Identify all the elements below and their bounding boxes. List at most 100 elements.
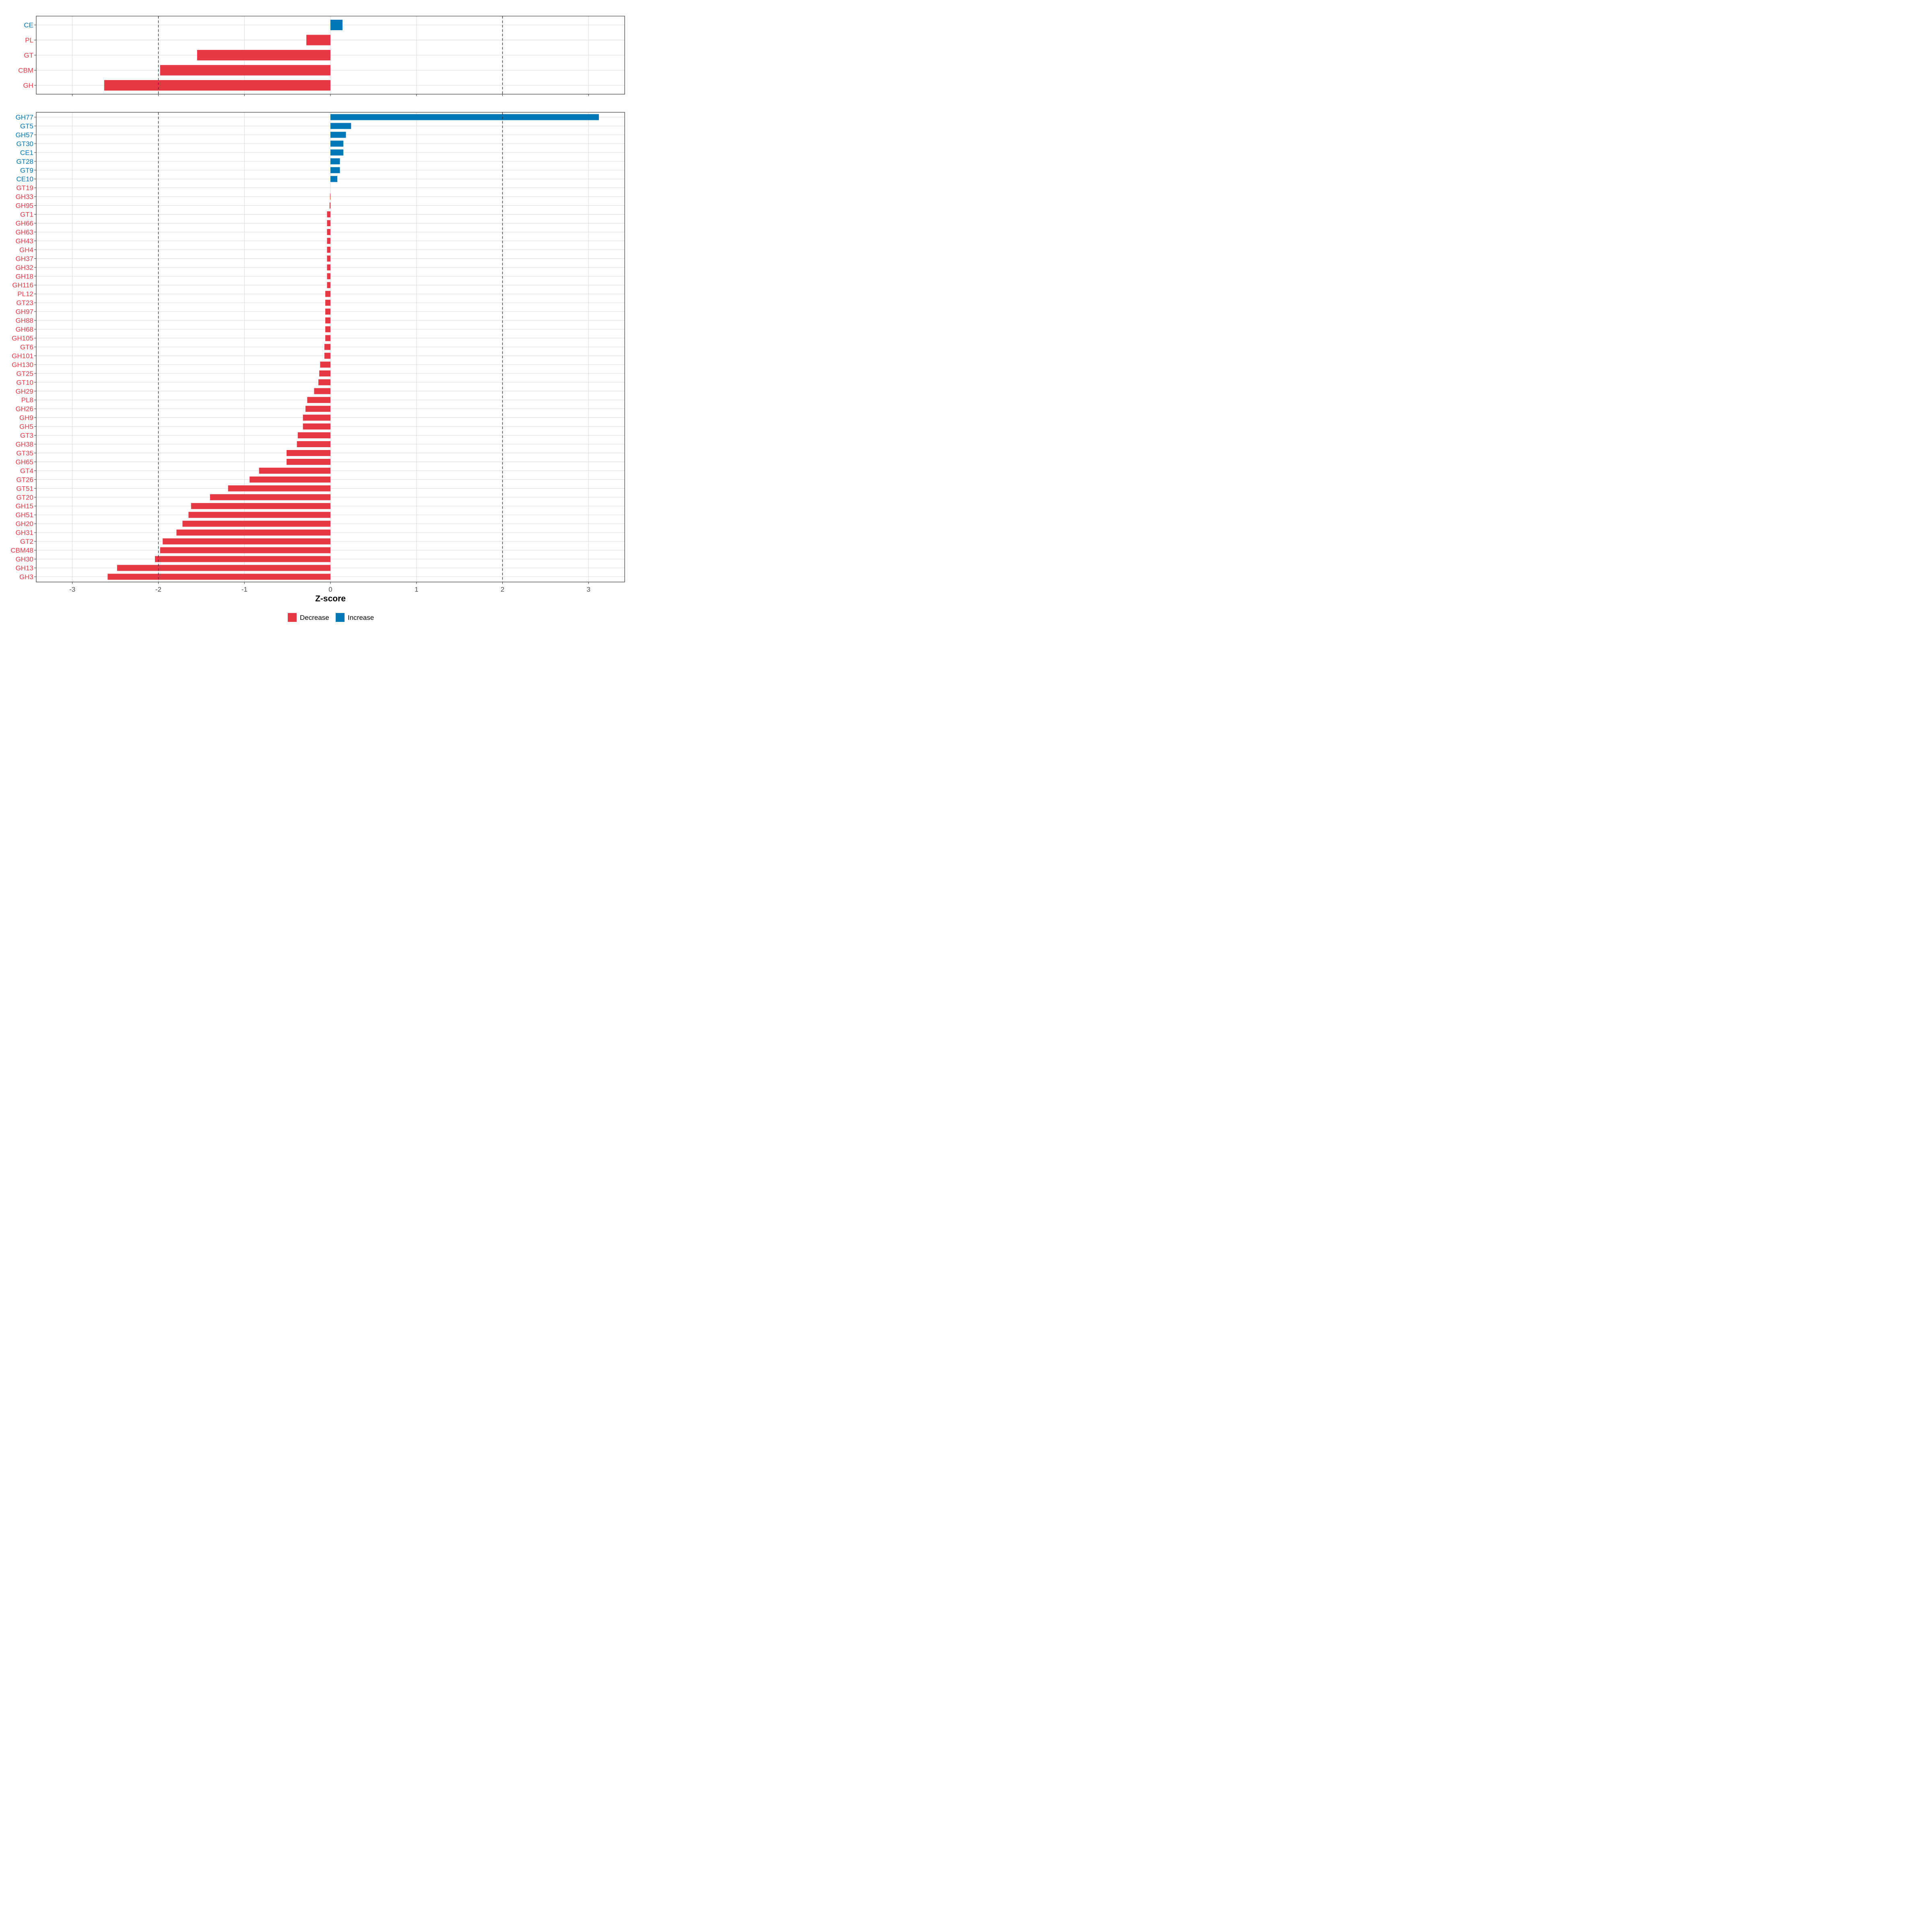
ytick-label-gh31: GH31 [16, 529, 33, 537]
bar-gt3 [298, 432, 330, 438]
bar-gt1 [327, 211, 330, 217]
ytick-label-gh130: GH130 [12, 361, 33, 369]
bar-pl [306, 35, 330, 45]
ytick-label-gt: GT [24, 52, 33, 59]
ytick-label-gh57: GH57 [16, 131, 33, 139]
ytick-label-gt25: GT25 [16, 370, 33, 378]
ytick-label-gh18: GH18 [16, 272, 33, 280]
ytick-label-gh105: GH105 [12, 334, 33, 342]
ytick-label-gt4: GT4 [20, 467, 33, 475]
ytick-label-pl8: PL8 [21, 396, 33, 404]
bar-gh77 [330, 114, 599, 120]
ytick-label-gh32: GH32 [16, 264, 33, 271]
ytick-label-gh51: GH51 [16, 511, 33, 519]
ytick-label-gh38: GH38 [16, 441, 33, 448]
bar-cbm [160, 65, 330, 76]
bar-gt23 [325, 300, 330, 306]
bar-gh26 [305, 406, 330, 412]
ytick-label-gh30: GH30 [16, 555, 33, 563]
bar-gh [104, 80, 330, 91]
bar-gt4 [259, 468, 330, 474]
bar-cbm48 [160, 547, 330, 553]
ytick-label-pl: PL [25, 37, 33, 44]
bar-gt35 [287, 450, 330, 456]
bar-ce1 [330, 149, 343, 155]
bar-gh5 [303, 423, 330, 429]
ytick-label-gt28: GT28 [16, 158, 33, 165]
xtick-label-0: 0 [328, 586, 332, 593]
bar-gh97 [325, 309, 330, 315]
bar-gt26 [250, 477, 330, 483]
ytick-label-gh29: GH29 [16, 388, 33, 395]
bar-gh37 [327, 256, 330, 262]
bar-gh9 [303, 415, 330, 421]
ytick-label-gh43: GH43 [16, 237, 33, 245]
xtick-label-1: 1 [415, 586, 418, 593]
ytick-label-gh9: GH9 [19, 414, 33, 422]
ytick-label-gh66: GH66 [16, 220, 33, 227]
ytick-label-gh13: GH13 [16, 564, 33, 572]
xtick-label-2: 2 [501, 586, 504, 593]
ytick-label-gh: GH [23, 82, 34, 89]
ytick-label-gh116: GH116 [12, 281, 33, 289]
legend-label-decrease: Decrease [300, 614, 329, 621]
ytick-label-gt30: GT30 [16, 140, 33, 148]
ytick-label-gh97: GH97 [16, 308, 33, 316]
ytick-label-ce1: CE1 [20, 149, 33, 157]
ytick-label-gt3: GT3 [20, 432, 33, 440]
bar-gh13 [117, 565, 330, 571]
legend-swatch-decrease [288, 613, 297, 622]
ytick-label-gt1: GT1 [20, 211, 33, 219]
bar-gh63 [327, 229, 330, 235]
ytick-label-gh4: GH4 [19, 246, 33, 254]
bar-gh20 [182, 521, 330, 527]
bar-gt30 [330, 140, 343, 147]
bar-gh18 [327, 273, 330, 279]
ytick-label-gh95: GH95 [16, 202, 33, 210]
bar-gh66 [327, 220, 330, 226]
bar-gt [197, 50, 330, 60]
bar-gt9 [330, 167, 340, 173]
ytick-label-gt6: GT6 [20, 343, 33, 351]
bar-gh29 [314, 388, 330, 394]
bar-gt6 [324, 344, 330, 350]
bar-gt25 [319, 370, 330, 376]
ytick-label-gt2: GT2 [20, 538, 33, 545]
legend: Decrease Increase [288, 613, 374, 622]
bar-gh38 [297, 441, 330, 447]
top-panel: CE PL GT CBM GH [18, 16, 625, 96]
bar-gt2 [163, 539, 330, 545]
ytick-label-gh33: GH33 [16, 193, 33, 201]
ytick-label-gh65: GH65 [16, 458, 33, 466]
ytick-label-gt10: GT10 [16, 379, 33, 386]
ytick-label-gt5: GT5 [20, 122, 33, 130]
ytick-label-cbm: CBM [18, 67, 33, 74]
ytick-label-gh5: GH5 [19, 423, 33, 431]
ytick-label-gh3: GH3 [19, 573, 33, 581]
ytick-label-gh37: GH37 [16, 255, 33, 262]
ytick-label-pl12: PL12 [17, 290, 33, 298]
ytick-label-gt26: GT26 [16, 476, 33, 483]
bar-gh31 [176, 530, 330, 536]
bar-gh43 [327, 238, 330, 244]
ytick-label-gh20: GH20 [16, 520, 33, 528]
bar-gh15 [191, 503, 330, 509]
ytick-label-gh77: GH77 [16, 114, 33, 121]
bar-gt5 [330, 123, 351, 129]
legend-label-increase: Increase [348, 614, 374, 621]
ytick-label-ce10: CE10 [16, 175, 33, 183]
bar-pl12 [325, 291, 330, 297]
bar-ce10 [330, 176, 337, 182]
bar-gh32 [327, 264, 330, 270]
bar-gt28 [330, 158, 340, 164]
bar-gh30 [155, 556, 330, 562]
ytick-label-gt9: GT9 [20, 167, 33, 174]
ytick-label-gt23: GT23 [16, 299, 33, 307]
xtick-label--1: -1 [242, 586, 248, 593]
bar-gh88 [325, 318, 330, 324]
ytick-label-gh101: GH101 [12, 352, 33, 360]
ytick-label-gt35: GT35 [16, 449, 33, 457]
bar-gh105 [325, 335, 330, 341]
bar-gh116 [327, 282, 330, 288]
bar-gh130 [320, 361, 330, 367]
